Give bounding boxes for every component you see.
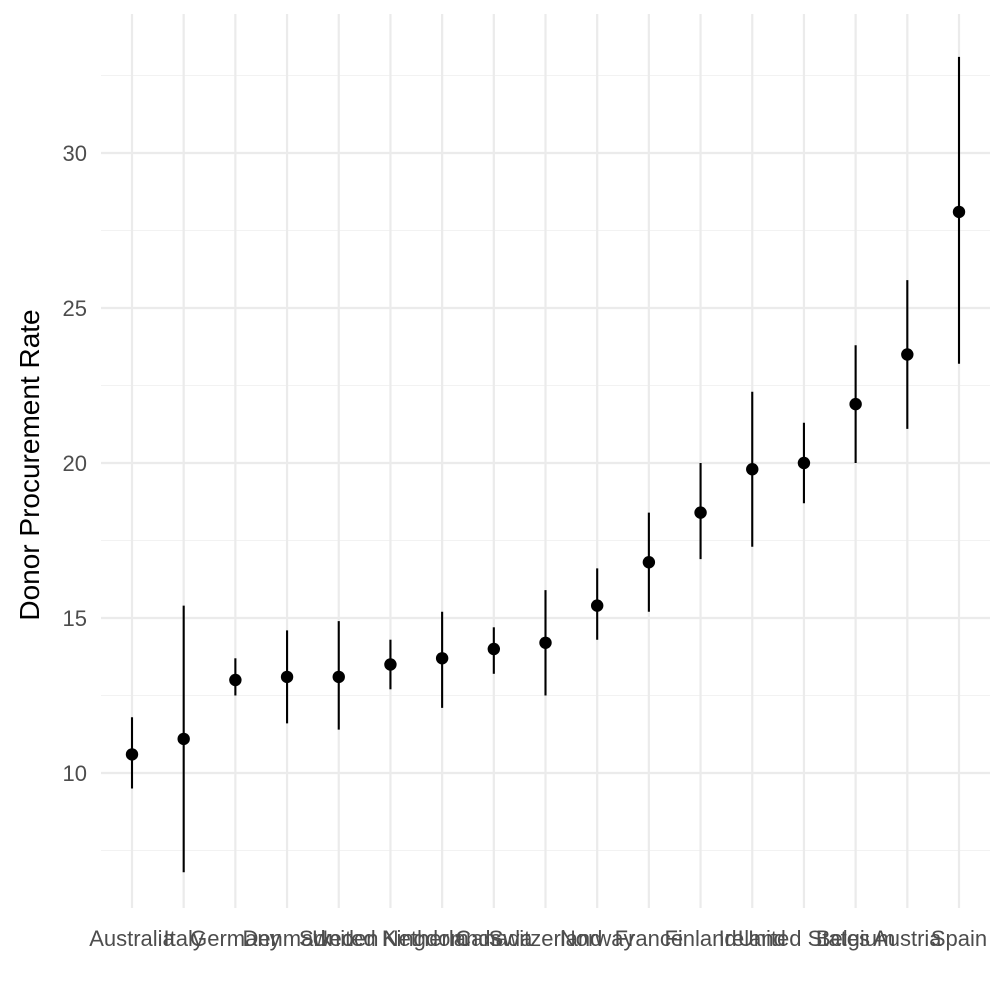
data-marks [125, 56, 966, 873]
x-tick-label: Spain [931, 926, 987, 951]
x-tick-label: Austria [873, 926, 942, 951]
data-point [797, 456, 811, 470]
data-point [539, 636, 552, 649]
x-tick-label: Belgium [816, 926, 895, 951]
x-tick-label: Finland [664, 926, 736, 951]
data-point [952, 205, 966, 219]
y-tick-label: 10 [63, 761, 87, 786]
x-tick-label: United Kingdom [312, 926, 469, 951]
x-tick-label: Denmark [242, 926, 332, 951]
data-point [642, 556, 656, 569]
data-point [590, 599, 604, 612]
x-tick-label: Ireland [719, 926, 786, 951]
data-point [384, 658, 397, 671]
x-tick-label: Norway [560, 926, 635, 951]
x-tick-label: Sweden [299, 926, 379, 951]
data-point [487, 642, 501, 656]
y-axis-ticks: 10 15 20 25 30 [63, 141, 87, 786]
data-point [746, 463, 759, 476]
y-axis-title: Donor Procurement Rate [14, 309, 45, 620]
y-tick-label: 30 [63, 141, 87, 166]
x-tick-label: France [615, 926, 683, 951]
x-tick-label: Switzerland [489, 926, 603, 951]
data-point [849, 397, 862, 411]
y-tick-label: 15 [63, 606, 87, 631]
x-tick-label: Netherlands [383, 926, 502, 951]
data-point [901, 348, 914, 361]
x-tick-label: United States [738, 926, 870, 951]
x-tick-label: Australia [89, 926, 175, 951]
x-tick-label: Germany [190, 926, 280, 951]
y-tick-label: 20 [63, 451, 87, 476]
data-point [229, 673, 242, 687]
data-point [332, 670, 345, 684]
x-tick-label: Canada [455, 926, 533, 951]
x-tick-label: Italy [164, 926, 204, 951]
x-axis-ticks: AustraliaItalyGermanyDenmarkSwedenUnited… [89, 926, 987, 951]
data-point [280, 670, 294, 684]
y-tick-label: 25 [63, 296, 87, 321]
data-point [435, 652, 449, 665]
data-point [125, 748, 139, 761]
data-point [694, 506, 707, 519]
data-point [177, 732, 190, 746]
